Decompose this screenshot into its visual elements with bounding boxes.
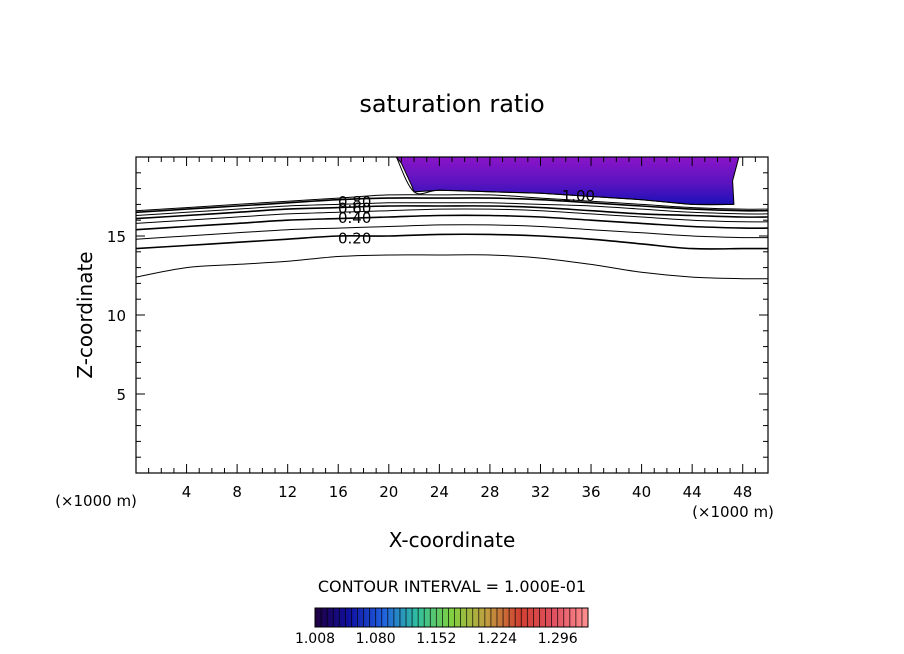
x-unit-label-right: (×1000 m): [692, 503, 774, 521]
x-tick-label: 36: [581, 483, 600, 501]
x-tick-label: 16: [329, 483, 348, 501]
x-tick-label: 8: [232, 483, 242, 501]
contour-label: 1.00: [562, 187, 595, 205]
contour-line-0-1: [136, 254, 768, 280]
contour-line-0-6: [136, 205, 768, 220]
colorbar-tick-labels: 1.008 1.080 1.152 1.224 1.296: [295, 631, 578, 647]
colorbar-tick-label: 1.008: [295, 631, 335, 647]
plot-area: 0.800.600.400.201.00 4 8 12 16 20 24 28 32 36 40 4…: [107, 156, 769, 501]
x-tick-label: 12: [278, 483, 297, 501]
y-tick-label: 15: [107, 228, 126, 246]
contour-line-0-2: [136, 233, 768, 250]
y-axis-ticks: 5 10 15: [107, 172, 768, 458]
x-unit-label-left: (×1000 m): [55, 492, 137, 510]
chart-title: saturation ratio: [359, 90, 544, 118]
y-axis-label: Z-coordinate: [73, 251, 97, 378]
y-tick-label: 5: [116, 386, 126, 404]
contour-line-0-8: [136, 197, 768, 214]
x-axis-ticks: 4 8 12 16 20 24 28 32 36 40 44 48: [148, 157, 756, 501]
contour-labels: 0.800.600.40 0.20 1.00: [338, 187, 595, 248]
contour-label: 0.60: [338, 200, 371, 218]
colorbar-tick-label: 1.296: [538, 631, 578, 647]
x-tick-label: 32: [531, 483, 550, 501]
contour-line-0-5: [136, 208, 768, 224]
x-tick-label: 48: [733, 483, 752, 501]
colorbar-gradient: [314, 607, 589, 628]
contour-lines: [136, 157, 768, 280]
contour-line-0-9: [136, 194, 768, 212]
x-tick-label: 40: [632, 483, 651, 501]
contour-line-0-4: [136, 214, 768, 231]
contour-interval-label: CONTOUR INTERVAL = 1.000E-01: [318, 577, 586, 596]
x-tick-label: 4: [182, 483, 192, 501]
contour-line-0-3: [136, 224, 768, 240]
y-tick-label: 10: [107, 307, 126, 325]
contour-label: 0.40: [338, 209, 371, 227]
x-tick-label: 24: [430, 483, 449, 501]
x-tick-label: 20: [379, 483, 398, 501]
x-tick-label: 44: [683, 483, 702, 501]
colorbar: 1.008 1.080 1.152 1.224 1.296: [295, 607, 589, 647]
contour-line-1: [395, 157, 734, 206]
colorbar-tick-label: 1.224: [477, 631, 517, 647]
colorbar-tick-label: 1.080: [356, 631, 396, 647]
contour-label: 0.80: [338, 193, 371, 211]
contour-line-0-7: [136, 202, 768, 216]
colorbar-stripes: [320, 608, 583, 627]
colorbar-tick-label: 1.152: [416, 631, 456, 647]
x-tick-label: 28: [480, 483, 499, 501]
contour-label: 0.20: [338, 230, 371, 248]
x-axis-label: X-coordinate: [389, 528, 516, 552]
